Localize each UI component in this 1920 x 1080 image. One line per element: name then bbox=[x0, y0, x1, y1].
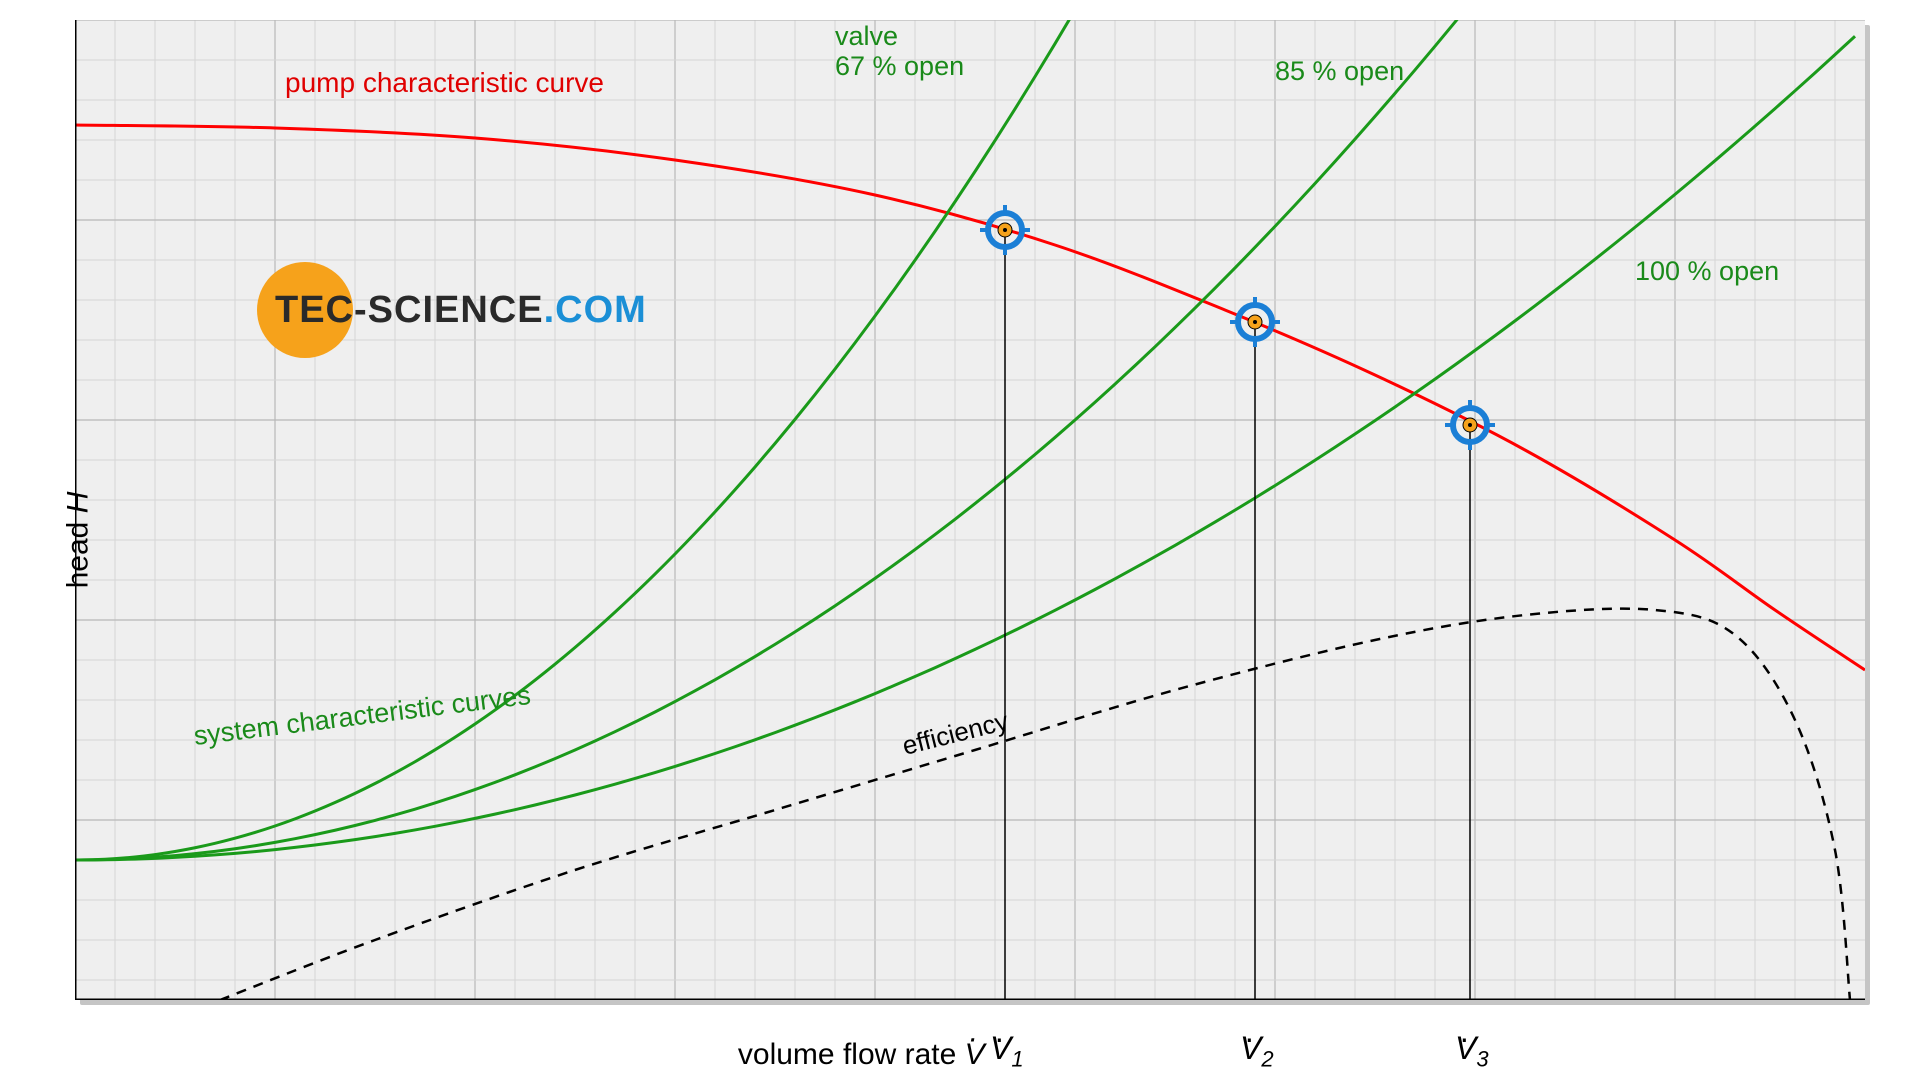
plot-background bbox=[75, 20, 1865, 1000]
system-curve-tag-2: 85 % open bbox=[1275, 56, 1404, 86]
pump-curve-label: pump characteristic curve bbox=[285, 67, 604, 98]
flow-label-v2: ·V2 bbox=[1240, 1030, 1274, 1072]
chart-wrapper: pump characteristic curvesystem characte… bbox=[0, 0, 1920, 1080]
pump-system-chart: pump characteristic curvesystem characte… bbox=[75, 20, 1865, 1000]
flow-label-v3: ·V3 bbox=[1455, 1030, 1489, 1072]
y-axis-label: head H bbox=[61, 492, 95, 589]
system-curve-tag-3: 100 % open bbox=[1635, 256, 1779, 286]
logo-text: TEC-SCIENCE.COM bbox=[275, 289, 647, 331]
x-axis-label: volume flow rate V· bbox=[738, 1038, 985, 1072]
flow-label-v1: ·V1 bbox=[990, 1030, 1024, 1072]
